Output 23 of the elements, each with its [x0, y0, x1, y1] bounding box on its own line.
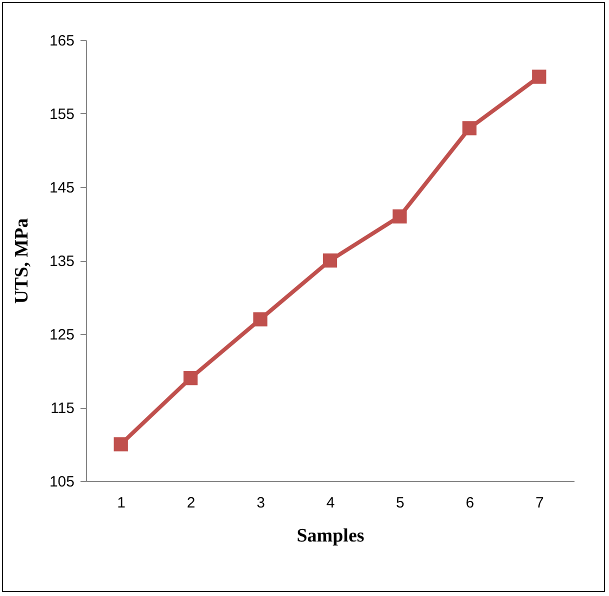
point — [253, 312, 268, 326]
y-tick-label: 145 — [49, 180, 74, 196]
x-tick-label: 3 — [256, 494, 265, 512]
point — [462, 121, 476, 136]
x-axis-title: Samples — [296, 526, 364, 546]
point — [322, 253, 338, 268]
y-tick-label: 155 — [49, 106, 74, 123]
x-tick-label: 1 — [117, 494, 126, 512]
y-tick-label: 105 — [49, 474, 74, 490]
y-axis-title: UTS, MPa — [11, 218, 32, 304]
y-tick-label: 125 — [49, 326, 74, 344]
point — [392, 209, 407, 224]
y-tick-label: 115 — [50, 400, 74, 417]
y-tick-label: 165 — [49, 32, 74, 50]
y-tick-label: 135 — [49, 253, 74, 270]
x-tick-label: 6 — [466, 494, 474, 512]
point — [114, 437, 128, 452]
x-tick-label: 5 — [396, 494, 404, 512]
point — [184, 371, 198, 386]
x-tick-label: 2 — [186, 494, 196, 512]
x-tick-label: 4 — [326, 494, 335, 512]
point — [532, 70, 546, 84]
x-tick-label: 7 — [535, 494, 544, 512]
